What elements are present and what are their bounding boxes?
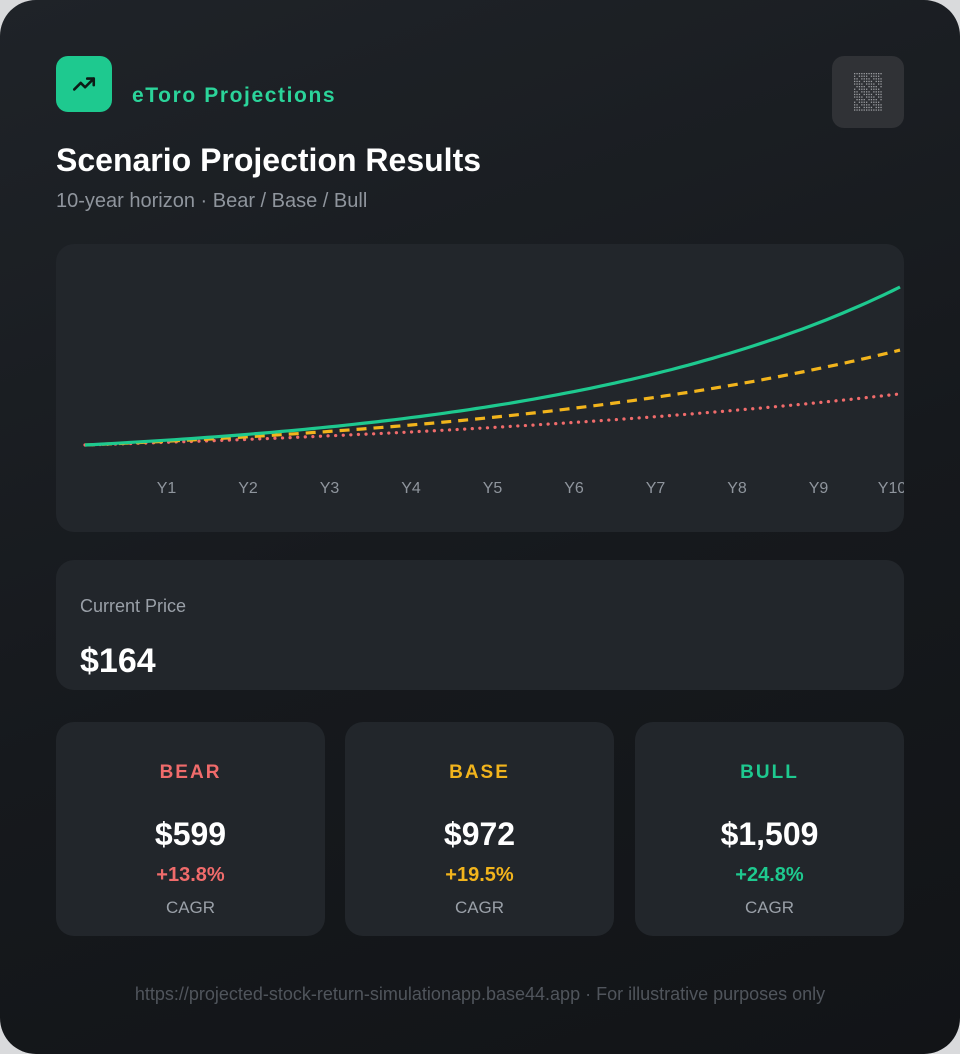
x-tick-label: Y6: [564, 480, 584, 497]
x-tick-label: Y5: [483, 480, 503, 497]
scenario-price: $599: [154, 816, 227, 852]
x-tick-label: Y8: [727, 480, 747, 497]
scenario-name: BEAR: [159, 762, 222, 783]
series-line-base: [84, 348, 901, 447]
footer-disclaimer: https://projected-stock-return-simulatio…: [134, 984, 826, 1004]
x-tick-label: Y1: [157, 480, 177, 497]
series-line-bear: [83, 392, 902, 447]
x-tick-label: Y4: [401, 480, 421, 497]
scenario-name: BULL: [740, 762, 799, 783]
scenario-card-base: BASE $972 +19.5% CAGR: [345, 722, 614, 936]
projection-chart: Y1 Y2 Y3 Y4 Y5 Y6 Y7 Y8 Y9 Y10: [56, 244, 904, 532]
page-subtitle: 10-year horizon · Bear / Base / Bull: [56, 190, 368, 212]
series-line-bull: [84, 285, 901, 447]
app-logo: [56, 56, 112, 112]
qr-code-button[interactable]: [832, 56, 904, 128]
x-tick-label: Y10: [878, 480, 904, 497]
scenario-cagr: +13.8%: [156, 864, 225, 886]
x-tick-label: Y9: [809, 480, 829, 497]
scenario-cagr-label: CAGR: [744, 898, 795, 917]
trending-up-icon: [72, 77, 96, 91]
current-price-value: $164: [80, 642, 156, 680]
scenario-name: BASE: [449, 762, 510, 783]
x-tick-label: Y7: [646, 480, 666, 497]
scenario-cagr-label: CAGR: [165, 898, 216, 917]
scenario-card-bear: BEAR $599 +13.8% CAGR: [56, 722, 325, 936]
current-price-label: Current Price: [80, 596, 187, 616]
qr-code-icon: [854, 73, 882, 111]
scenario-price: $1,509: [720, 816, 819, 852]
current-price-panel: Current Price $164: [56, 560, 904, 690]
scenario-cagr-label: CAGR: [454, 898, 505, 917]
brand-name: eToro Projections: [132, 84, 337, 107]
scenario-cagr: +24.8%: [735, 864, 804, 886]
scenario-price: $972: [443, 816, 516, 852]
x-tick-label: Y3: [320, 480, 340, 497]
scenario-cagr: +19.5%: [445, 864, 514, 886]
scenario-card-bull: BULL $1,509 +24.8% CAGR: [635, 722, 904, 936]
projection-chart-svg: Y1 Y2 Y3 Y4 Y5 Y6 Y7 Y8 Y9 Y10: [83, 285, 904, 497]
page-title: Scenario Projection Results: [56, 142, 482, 178]
x-tick-label: Y2: [238, 480, 258, 497]
